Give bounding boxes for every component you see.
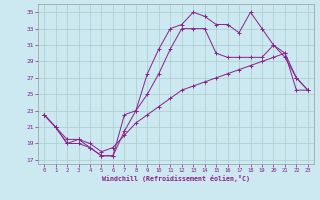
X-axis label: Windchill (Refroidissement éolien,°C): Windchill (Refroidissement éolien,°C) [102,175,250,182]
